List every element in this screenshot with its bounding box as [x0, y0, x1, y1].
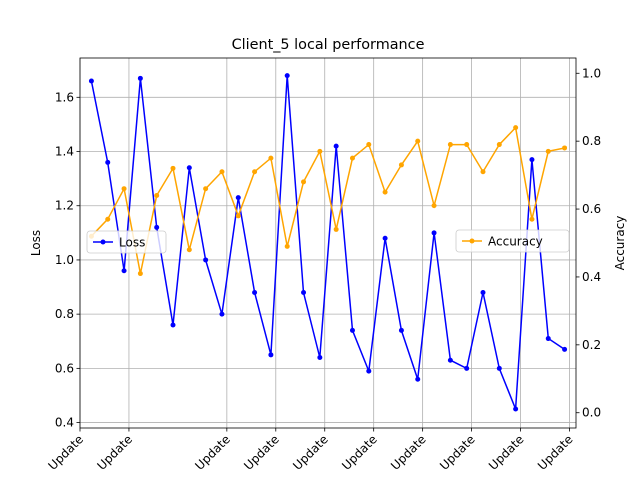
accuracy-point	[562, 145, 568, 151]
left-tick-label: 0.6	[55, 361, 74, 375]
loss-point	[415, 376, 421, 382]
loss-point	[88, 78, 94, 84]
left-tick-label: 0.4	[55, 416, 74, 430]
loss-line	[90, 75, 566, 410]
legends: Loss Accuracy	[86, 229, 570, 254]
loss-legend: Loss	[86, 230, 167, 254]
accuracy-legend-label: Accuracy	[488, 235, 543, 249]
loss-point	[137, 75, 143, 81]
accuracy-point	[431, 203, 437, 209]
loss-point	[170, 322, 176, 328]
accuracy-point	[415, 138, 421, 144]
accuracy-point	[349, 155, 355, 161]
accuracy-point	[219, 169, 225, 175]
right-tick-label: 1.0	[582, 66, 601, 80]
left-tick-label: 1.4	[55, 145, 74, 159]
loss-point	[382, 235, 388, 241]
right-tick-label: 0.6	[582, 202, 601, 216]
accuracy-point	[382, 189, 388, 195]
loss-point	[235, 195, 241, 201]
loss-point	[268, 352, 274, 358]
left-tick-label: 0.8	[55, 307, 74, 321]
accuracy-point	[447, 142, 453, 148]
loss-point	[203, 257, 209, 263]
right-tick-label: 0.4	[582, 270, 601, 284]
loss-point	[349, 327, 355, 333]
accuracy-legend-box	[455, 229, 570, 253]
accuracy-point	[496, 142, 502, 148]
right-tick-label: 0.8	[582, 134, 601, 148]
loss-point	[562, 346, 568, 352]
left-axis-label: Loss	[29, 230, 43, 256]
accuracy-point	[268, 155, 274, 161]
accuracy-point	[333, 226, 339, 232]
loss-point	[154, 224, 160, 230]
loss-point	[529, 157, 535, 163]
left-tick-label: 1.2	[55, 199, 74, 213]
accuracy-point	[513, 125, 519, 131]
left-tick-label: 1.0	[55, 253, 74, 267]
loss-point	[252, 289, 258, 295]
loss-point	[317, 355, 323, 361]
accuracy-point	[480, 169, 486, 175]
loss-point	[105, 159, 111, 165]
loss-point	[333, 143, 339, 149]
chart-title: Client_5 local performance	[232, 37, 425, 53]
loss-point	[447, 357, 453, 363]
loss-point	[398, 327, 404, 333]
accuracy-line	[90, 126, 565, 274]
loss-point	[480, 289, 486, 295]
accuracy-legend-marker	[469, 238, 475, 244]
accuracy-point	[317, 148, 323, 154]
accuracy-point	[366, 142, 372, 148]
accuracy-point	[398, 162, 404, 168]
loss-point	[496, 365, 502, 371]
loss-point	[431, 230, 437, 236]
accuracy-legend: Accuracy	[455, 229, 570, 253]
loss-point	[545, 336, 551, 342]
loss-point	[186, 165, 192, 171]
loss-point	[513, 406, 519, 412]
accuracy-point	[137, 271, 143, 277]
left-y-axis: 0.4 0.6 0.8 1.0 1.2 1.4 1.6	[55, 90, 80, 430]
accuracy-point	[252, 169, 258, 175]
loss-point	[464, 365, 470, 371]
accuracy-point	[464, 142, 470, 148]
right-tick-label: 0.0	[582, 406, 601, 420]
right-tick-label: 0.2	[582, 338, 601, 352]
loss-legend-box	[86, 230, 167, 254]
accuracy-point	[105, 216, 111, 222]
accuracy-point	[170, 165, 176, 171]
left-tick-label: 1.6	[55, 90, 74, 104]
accuracy-point	[235, 213, 241, 219]
series-layer	[88, 73, 568, 412]
accuracy-point	[529, 216, 535, 222]
accuracy-point	[545, 148, 551, 154]
loss-point	[219, 311, 225, 317]
loss-legend-marker	[100, 239, 106, 245]
right-y-axis: 0.0 0.2 0.4 0.6 0.8 1.0	[576, 66, 601, 420]
loss-legend-label: Loss	[119, 236, 145, 250]
plot-frame	[79, 57, 577, 429]
loss-point	[121, 268, 127, 274]
accuracy-point	[284, 243, 290, 249]
right-axis-label: Accuracy	[613, 216, 627, 271]
loss-point	[284, 73, 290, 79]
accuracy-point	[154, 192, 160, 198]
accuracy-point	[203, 186, 209, 192]
loss-point	[366, 368, 372, 374]
loss-point	[301, 289, 307, 295]
accuracy-point	[186, 247, 192, 253]
accuracy-point	[121, 186, 127, 192]
accuracy-point	[301, 179, 307, 185]
